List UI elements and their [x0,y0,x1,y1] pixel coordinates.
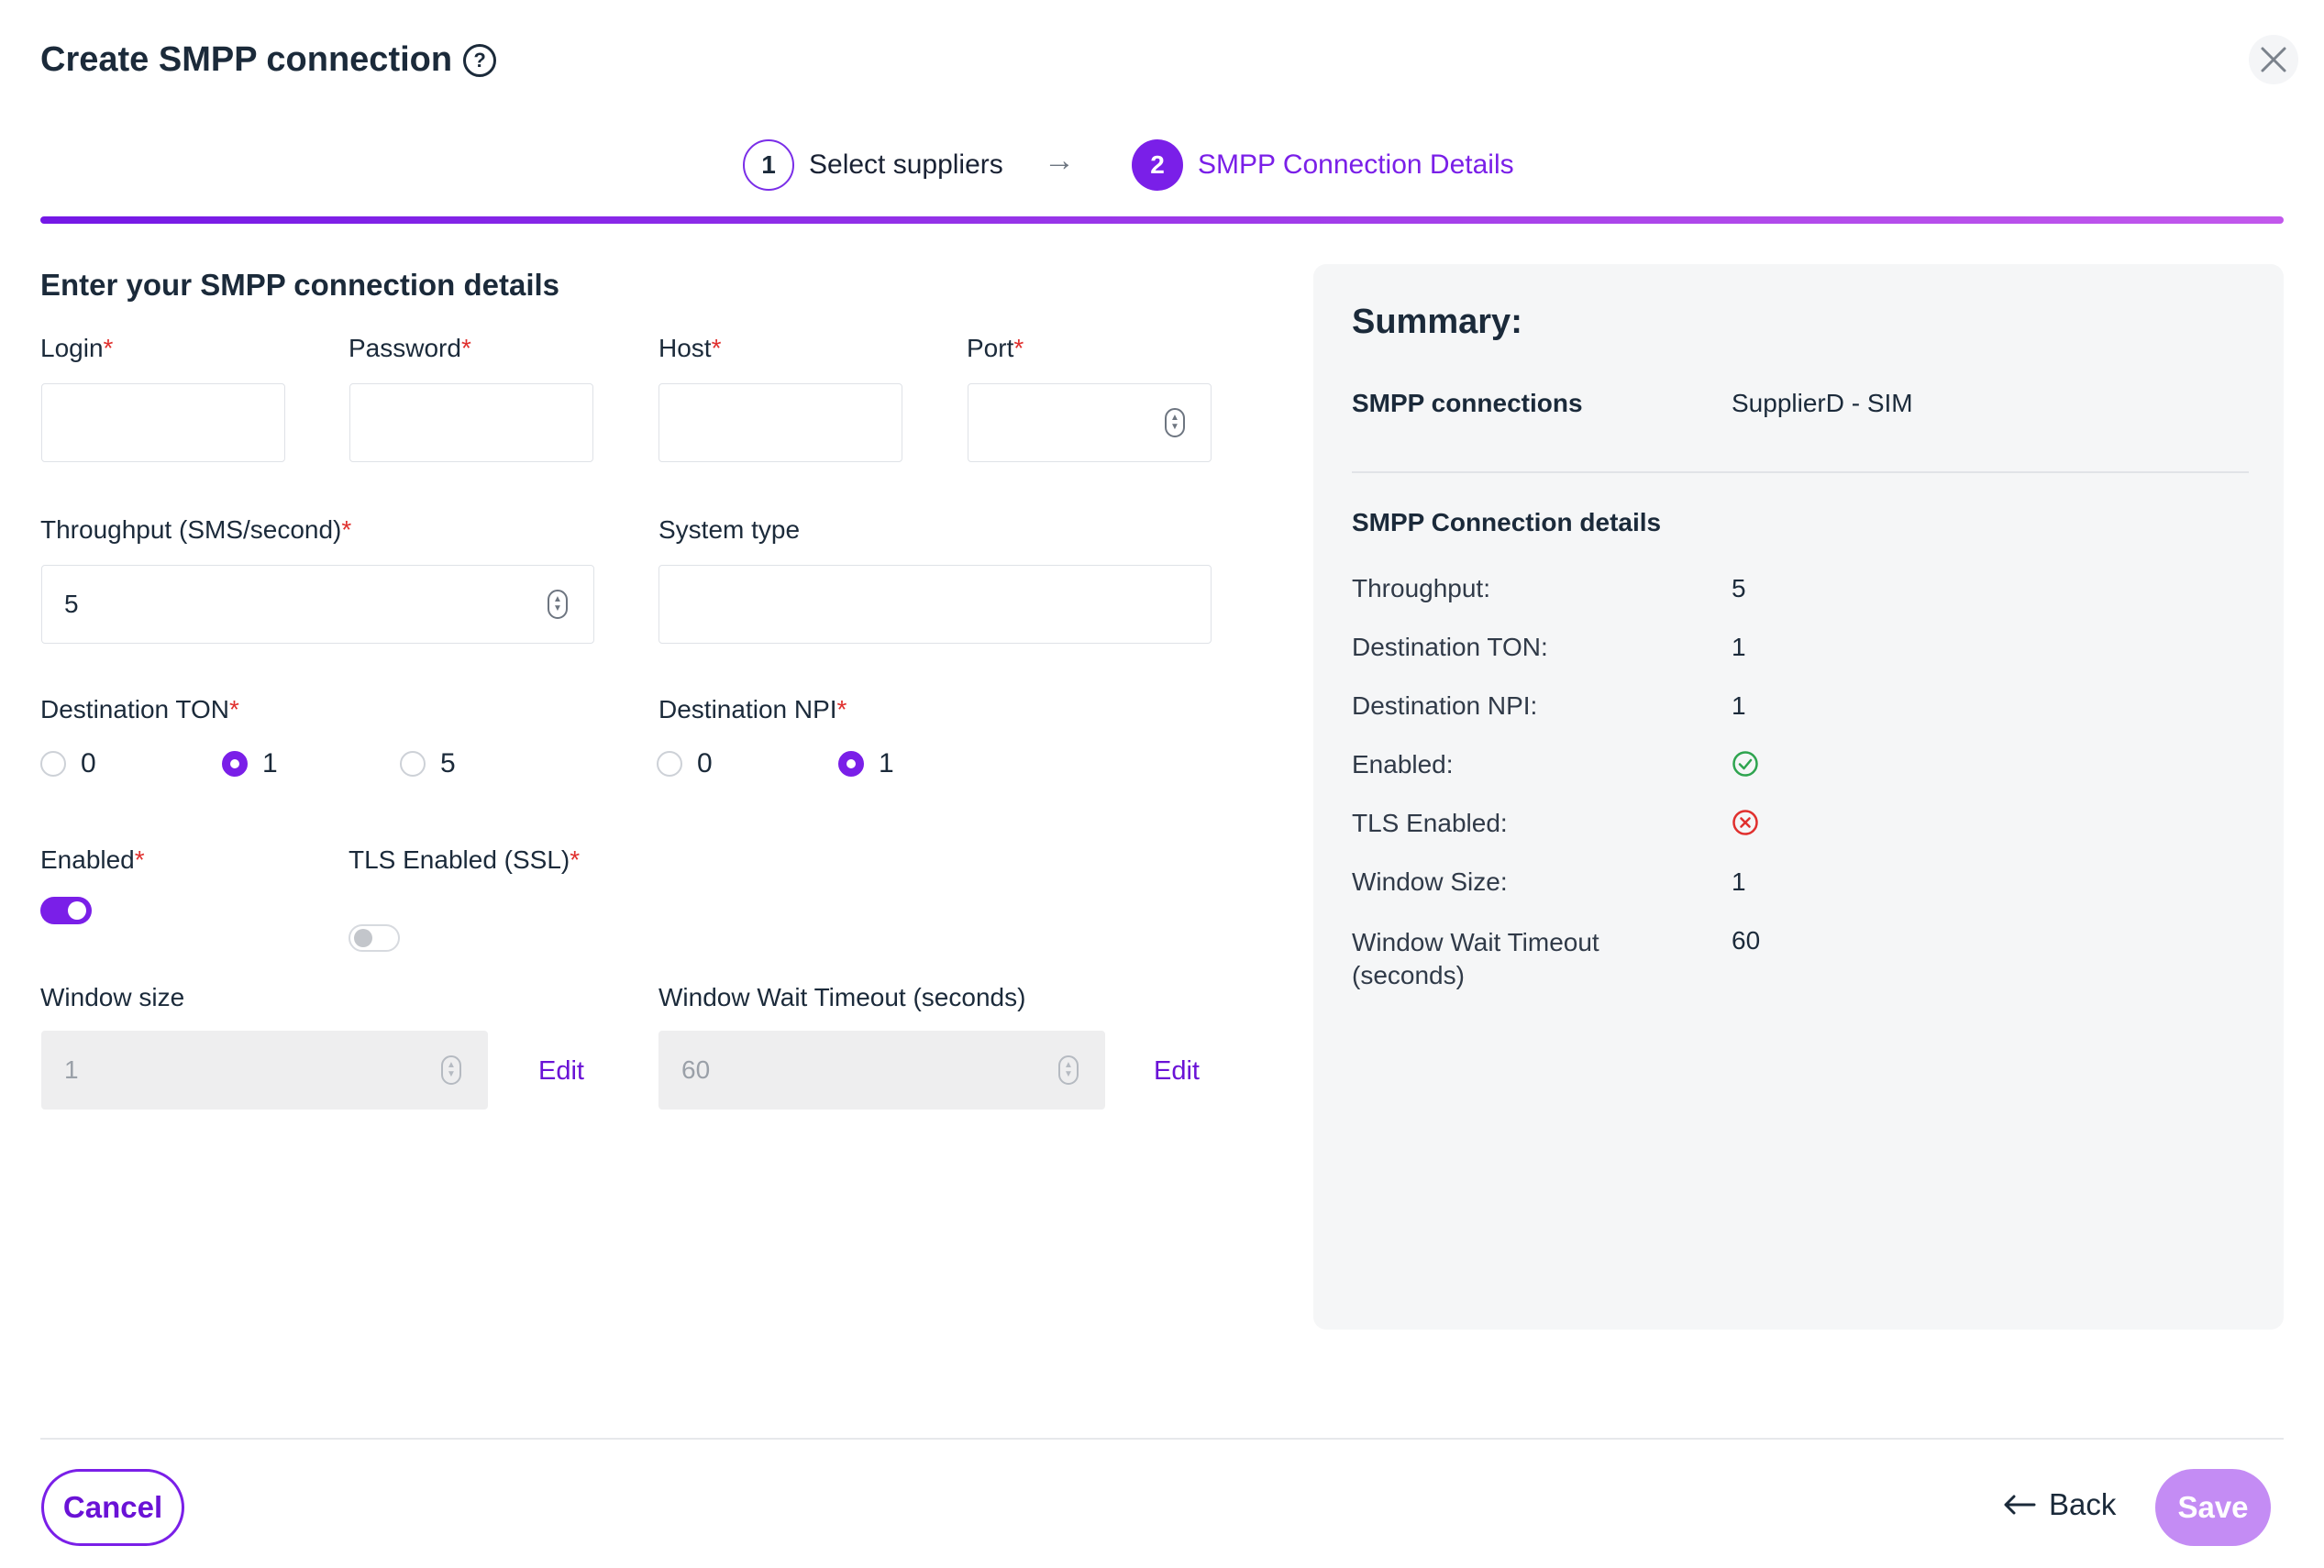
summary-title: Summary: [1352,303,1522,341]
enabled-label: Enabled* [40,845,145,874]
host-label: Host* [658,334,722,362]
save-button[interactable]: Save [2155,1469,2271,1546]
radio-npi-1[interactable] [838,751,864,777]
port-stepper-icon[interactable]: ▲ ▼ [1165,408,1185,437]
summary-window-wait-timeout-key: Window Wait Timeout (seconds) [1352,928,1599,989]
enabled-toggle[interactable] [40,897,92,924]
login-label: Login* [40,334,114,362]
summary-destination-ton-key: Destination TON: [1352,633,1548,661]
back-button[interactable]: Back [2003,1487,2116,1522]
check-circle-icon [1732,751,1758,777]
summary-destination-ton-value: 1 [1732,633,1746,661]
summary-throughput-key: Throughput: [1352,574,1490,602]
port-input[interactable]: ▲ ▼ [968,383,1212,462]
summary-tls-enabled-key: TLS Enabled: [1352,809,1508,837]
step-1-label: Select suppliers [809,149,1003,180]
tls-enabled-label: TLS Enabled (SSL)* [349,845,581,874]
throughput-label: Throughput (SMS/second)* [40,515,352,544]
throughput-stepper-icon[interactable]: ▲ ▼ [548,590,568,619]
destination-npi-label: Destination NPI* [658,695,847,723]
dialog-title-text: Create SMPP connection [40,40,453,79]
summary-destination-npi-key: Destination NPI: [1352,691,1538,720]
window-size-stepper-icon: ▲ ▼ [441,1055,461,1085]
summary-window-size-value: 1 [1732,867,1746,896]
window-size-input: 1 ▲ ▼ [41,1031,488,1110]
cancel-button[interactable]: Cancel [41,1469,184,1546]
throughput-input[interactable]: 5 ▲ ▼ [41,565,594,644]
summary-connections-value: SupplierD - SIM [1732,389,1913,417]
footer-divider [40,1438,2284,1440]
summary-enabled-key: Enabled: [1352,750,1454,778]
window-wait-timeout-stepper-icon: ▲ ▼ [1058,1055,1079,1085]
npi-option-0[interactable]: 0 [657,748,713,779]
radio-ton-5[interactable] [400,751,426,777]
window-size-edit-link[interactable]: Edit [538,1056,584,1086]
arrow-left-icon [2004,1495,2036,1515]
step-1-number: 1 [743,139,794,191]
close-button[interactable] [2249,35,2298,84]
window-wait-timeout-edit-link[interactable]: Edit [1154,1056,1200,1086]
step-1[interactable]: 1 Select suppliers [743,139,1003,191]
system-type-input[interactable] [658,565,1212,644]
step-progress-bar [40,216,2284,224]
destination-ton-label: Destination TON* [40,695,239,723]
summary-panel [1313,264,2284,1330]
host-input[interactable] [658,383,902,462]
step-arrow: → [1044,143,1075,178]
question-circle-icon[interactable]: ? [463,43,497,77]
tls-enabled-toggle[interactable] [349,924,400,952]
radio-npi-0[interactable] [657,751,682,777]
system-type-label: System type [658,515,801,544]
step-2[interactable]: 2 SMPP Connection Details [1132,139,1514,191]
back-label: Back [2049,1487,2117,1521]
ton-option-1[interactable]: 1 [222,748,278,779]
window-wait-timeout-label: Window Wait Timeout (seconds) [658,983,1026,1011]
summary-destination-npi-value: 1 [1732,691,1746,720]
summary-window-wait-timeout-value: 60 [1732,926,1761,955]
dialog-title: Create SMPP connection ? [40,40,497,80]
step-2-number: 2 [1132,139,1183,191]
close-x-icon [2261,47,2286,72]
login-input[interactable] [41,383,285,462]
summary-connections-key: SMPP connections [1352,389,1583,417]
npi-option-1[interactable]: 1 [838,748,894,779]
summary-divider [1352,471,2249,473]
password-label: Password* [349,334,471,362]
ton-option-5[interactable]: 5 [400,748,456,779]
x-circle-icon [1732,810,1758,835]
radio-ton-1[interactable] [222,751,248,777]
window-wait-timeout-input: 60 ▲ ▼ [658,1031,1105,1110]
ton-option-0[interactable]: 0 [40,748,96,779]
radio-ton-0[interactable] [40,751,66,777]
summary-window-size-key: Window Size: [1352,867,1508,896]
port-label: Port* [967,334,1024,362]
step-2-label: SMPP Connection Details [1198,149,1514,180]
password-input[interactable] [349,383,593,462]
summary-details-heading: SMPP Connection details [1352,508,1662,536]
summary-throughput-value: 5 [1732,574,1746,602]
window-size-label: Window size [40,983,185,1011]
form-section-title: Enter your SMPP connection details [40,268,560,302]
